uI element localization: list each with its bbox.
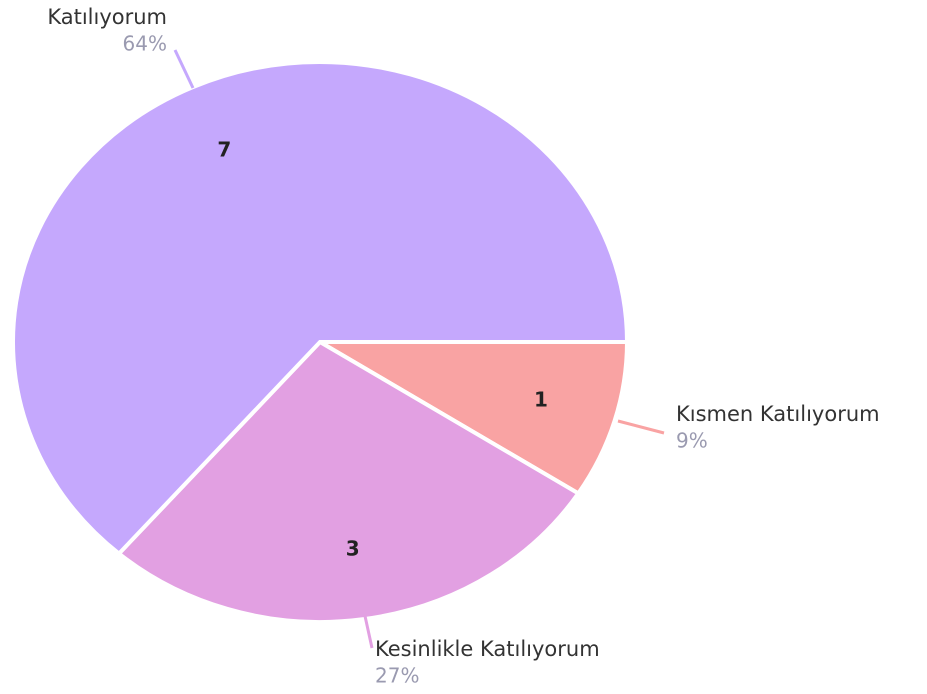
slice-name-label: Kısmen Katılıyorum (676, 402, 880, 426)
slice-name-label: Kesinlikle Katılıyorum (375, 637, 600, 661)
slice-value-label: 7 (217, 137, 231, 161)
slice-percent-label: 27% (375, 664, 419, 688)
pie-slice (312, 340, 630, 497)
slice-percent-label: 9% (676, 429, 708, 453)
leader-line (617, 419, 665, 435)
slice-name-label: Katılıyorum (47, 5, 167, 29)
slice-value-label: 1 (534, 388, 548, 412)
pie-slice (115, 339, 582, 624)
leader-line (363, 615, 374, 649)
slice-value-label: 3 (346, 536, 360, 560)
leader-line (173, 49, 195, 89)
slice-percent-label: 64% (123, 32, 167, 56)
